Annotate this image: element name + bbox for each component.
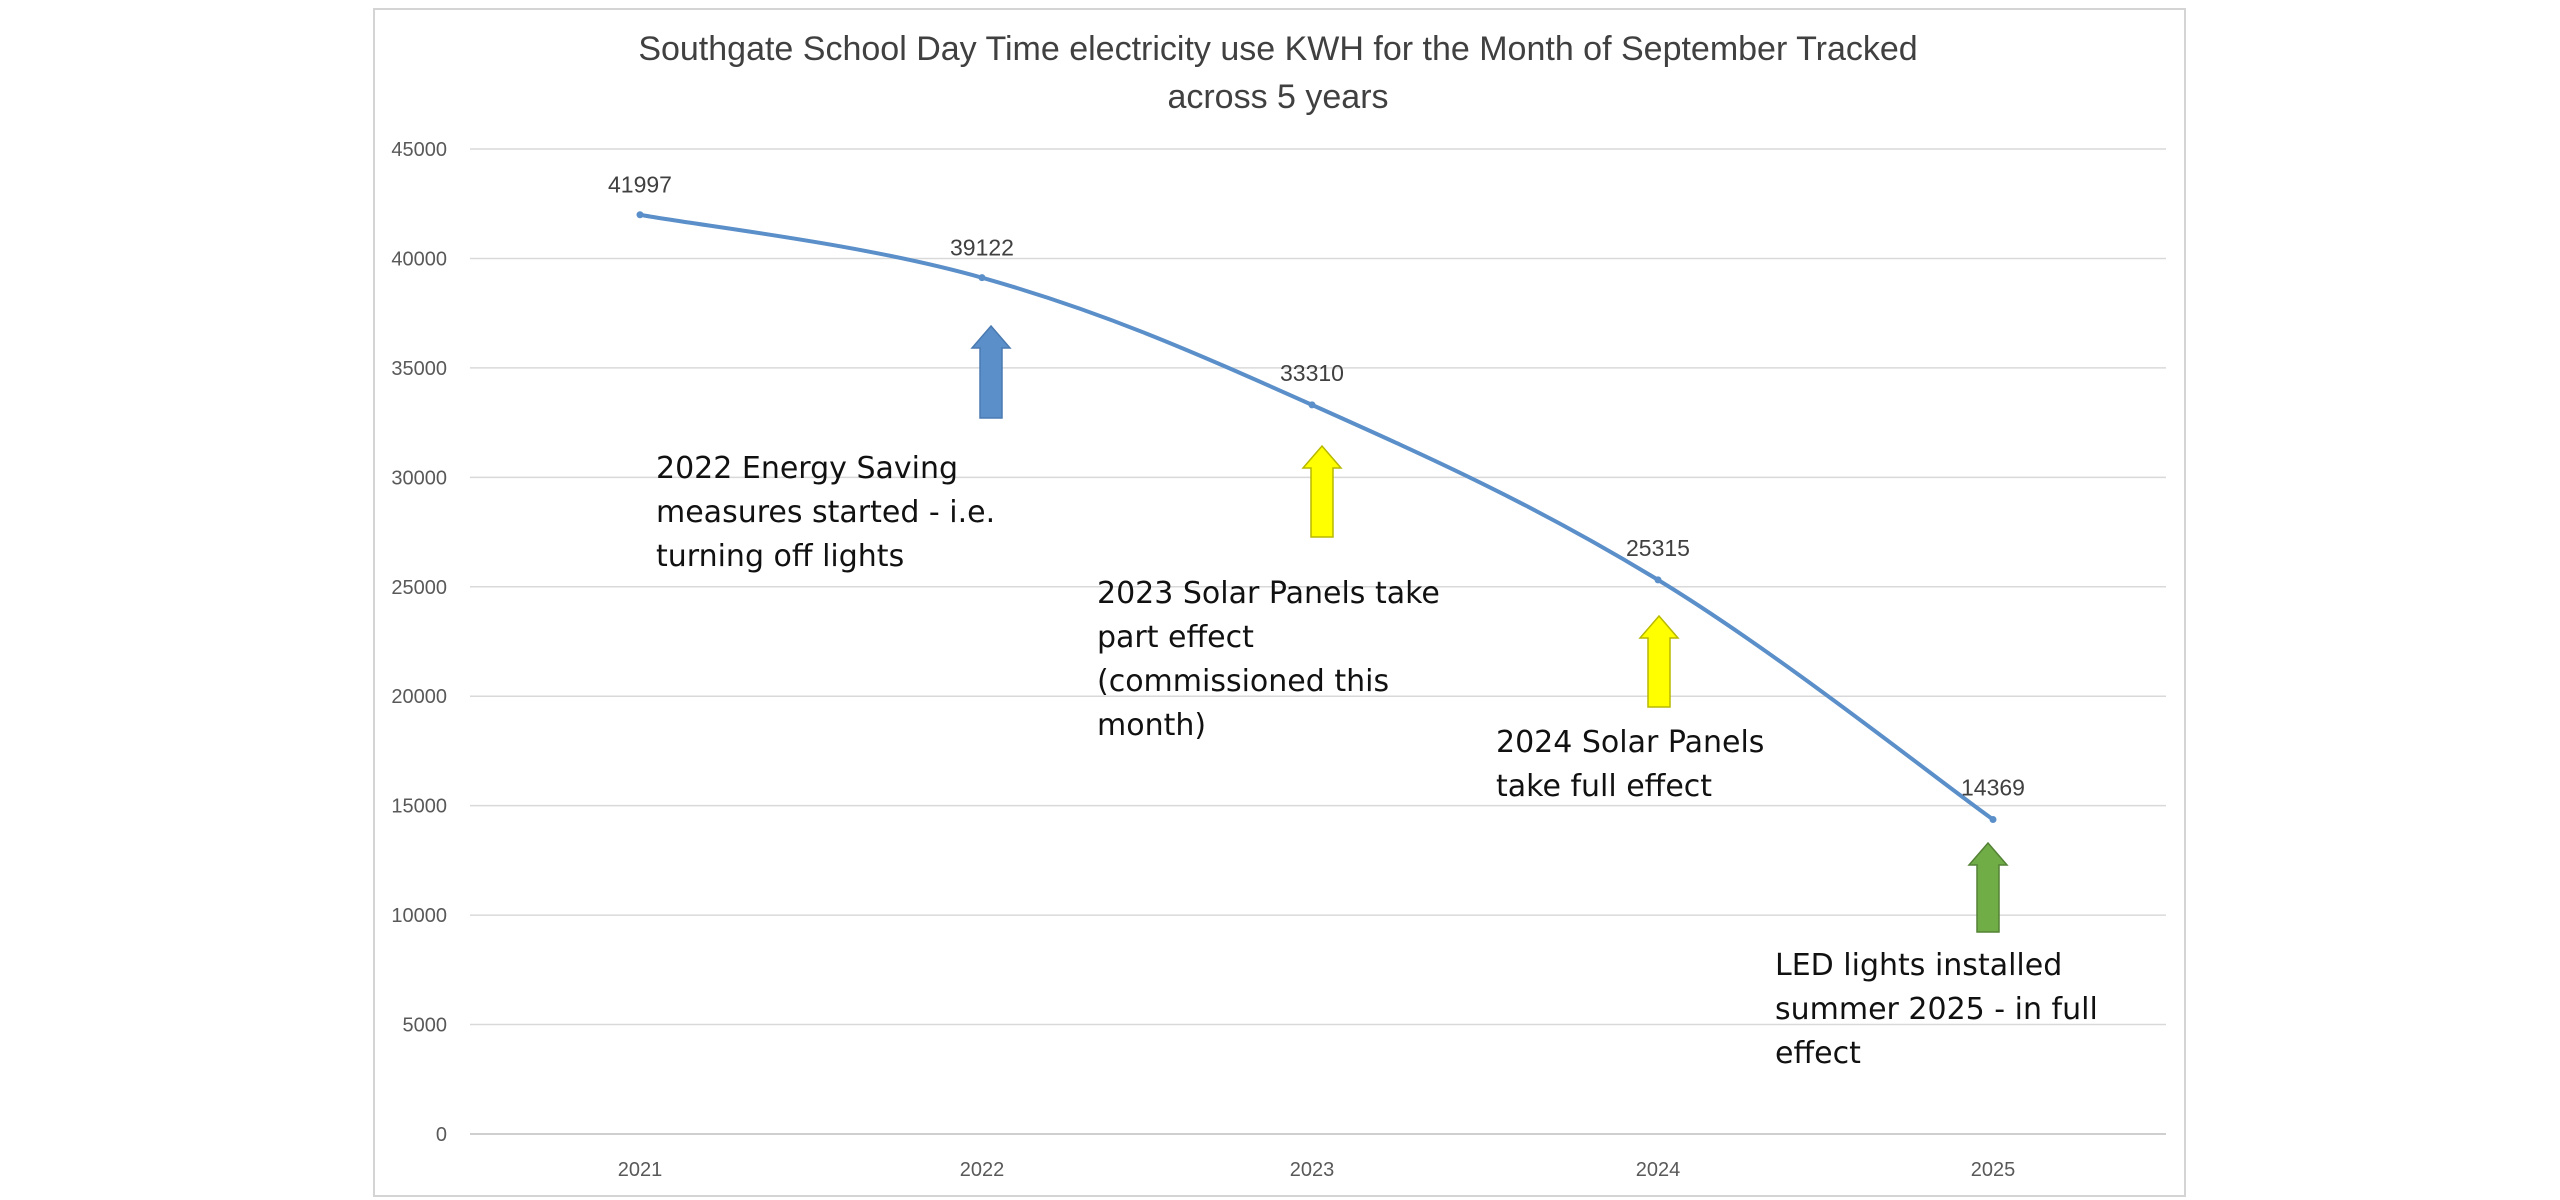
annotation-text-line: 2023 Solar Panels take <box>1097 576 1440 611</box>
y-tick-label: 5000 <box>403 1015 448 1037</box>
annotation: LED lights installed summer 2025 - in ful… <box>1775 841 2098 1071</box>
y-tick-label: 40000 <box>391 248 447 270</box>
gridlines <box>470 148 2166 1135</box>
annotation-text-line: measures started - i.e. <box>656 495 995 530</box>
data-label: 39122 <box>950 235 1014 261</box>
annotation-text-line: LED lights installed <box>1775 948 2062 983</box>
chart-frame <box>373 8 2186 1197</box>
y-tick-label: 15000 <box>391 796 447 818</box>
data-point <box>978 274 986 282</box>
data-label: 41997 <box>608 172 672 198</box>
y-tick-label: 30000 <box>391 467 447 489</box>
annotation-text-line: (commissioned this <box>1097 664 1389 699</box>
annotation-text-line: effect <box>1775 1036 1861 1071</box>
annotation-text-line: 2024 Solar Panels <box>1496 725 1764 760</box>
up-arrow-icon <box>1967 841 2009 933</box>
x-tick-label: 2023 <box>1290 1159 1335 1181</box>
y-tick-label: 10000 <box>391 905 447 927</box>
annotation-text-line: month) <box>1097 708 1206 743</box>
annotation-text-line: part effect <box>1097 620 1254 655</box>
annotation-text-line: 2022 Energy Saving <box>656 451 958 486</box>
chart-title: Southgate School Day Time electricity us… <box>638 30 1917 116</box>
data-point <box>636 211 644 219</box>
annotation-text-line: summer 2025 - in full <box>1775 992 2098 1027</box>
annotation: 2024 Solar Panels take full effect <box>1496 614 1764 804</box>
y-tick-label: 0 <box>436 1124 447 1146</box>
chart-title-line: Southgate School Day Time electricity us… <box>638 30 1917 68</box>
data-point <box>1654 576 1662 584</box>
x-tick-label: 2025 <box>1971 1159 2016 1181</box>
annotation: 2023 Solar Panels take part effect (commis… <box>1097 444 1440 743</box>
chart-title-line: across 5 years <box>1167 78 1388 116</box>
data-point <box>1989 815 1997 823</box>
up-arrow-icon <box>1638 614 1680 708</box>
data-labels: 41997 39122 33310 25315 14369 <box>608 172 2025 801</box>
data-point <box>1308 401 1316 409</box>
data-label: 14369 <box>1961 774 2025 800</box>
y-tick-label: 45000 <box>391 139 447 161</box>
series-line <box>638 212 1995 822</box>
x-tick-label: 2024 <box>1636 1159 1681 1181</box>
annotations: 2022 Energy Saving measures started - i.e… <box>656 324 2098 1071</box>
up-arrow-icon <box>970 324 1012 419</box>
up-arrow-icon <box>1301 444 1343 538</box>
series <box>636 211 1997 823</box>
axes: 0 5000 10000 15000 20000 25000 30000 35000 40000… <box>391 139 2015 1181</box>
x-tick-label: 2022 <box>960 1159 1005 1181</box>
data-label: 33310 <box>1280 360 1344 386</box>
data-label: 25315 <box>1626 535 1690 561</box>
annotation-text-line: turning off lights <box>656 539 904 574</box>
x-tick-label: 2021 <box>618 1159 663 1181</box>
y-tick-label: 20000 <box>391 686 447 708</box>
y-tick-label: 25000 <box>391 577 447 599</box>
y-tick-label: 35000 <box>391 358 447 380</box>
annotation-text-line: take full effect <box>1496 769 1712 804</box>
annotation: 2022 Energy Saving measures started - i.e… <box>656 324 1012 574</box>
